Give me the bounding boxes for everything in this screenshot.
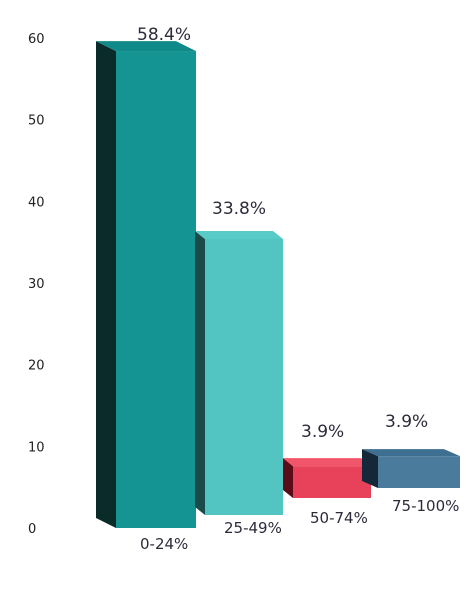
y-tick-label: 40	[28, 195, 45, 210]
category-label: 75-100%	[392, 497, 459, 515]
bar-top-face	[283, 458, 371, 467]
bar-50-74%	[283, 458, 371, 498]
bar-25-49%	[195, 230, 283, 515]
data-label: 58.4%	[137, 25, 191, 45]
bar-top-face	[195, 230, 283, 239]
bars	[96, 41, 460, 529]
data-label: 3.9%	[385, 412, 428, 432]
category-label: 50-74%	[310, 509, 368, 527]
y-tick-label: 10	[28, 440, 45, 455]
y-axis: 0 10 20 30 40 50 60	[28, 32, 45, 537]
bar-side-face	[195, 230, 205, 515]
bar-side-face	[283, 458, 293, 498]
labels: 58.4% 0-24% 33.8% 25-49% 3.9% 50-74% 3.9% 75-10…	[137, 25, 459, 553]
bar-top-face	[96, 41, 196, 52]
bar-front-face	[116, 51, 196, 529]
bar-top-face	[362, 449, 460, 457]
y-tick-label: 30	[28, 277, 45, 292]
y-tick-label: 60	[28, 32, 45, 47]
bar-front-face	[378, 456, 460, 488]
category-label: 25-49%	[224, 519, 282, 537]
y-tick-label: 0	[28, 522, 36, 537]
bar-0-24%	[96, 41, 196, 529]
bar-side-face	[362, 449, 378, 488]
y-tick-label: 20	[28, 359, 45, 374]
category-label: 0-24%	[140, 535, 188, 553]
bar-front-face	[293, 466, 371, 498]
y-tick-label: 50	[28, 114, 45, 129]
bar-75-100%	[362, 449, 460, 488]
data-label: 33.8%	[212, 199, 266, 219]
bar-side-face	[96, 41, 116, 529]
data-label: 3.9%	[301, 422, 344, 442]
bar-front-face	[205, 238, 283, 515]
